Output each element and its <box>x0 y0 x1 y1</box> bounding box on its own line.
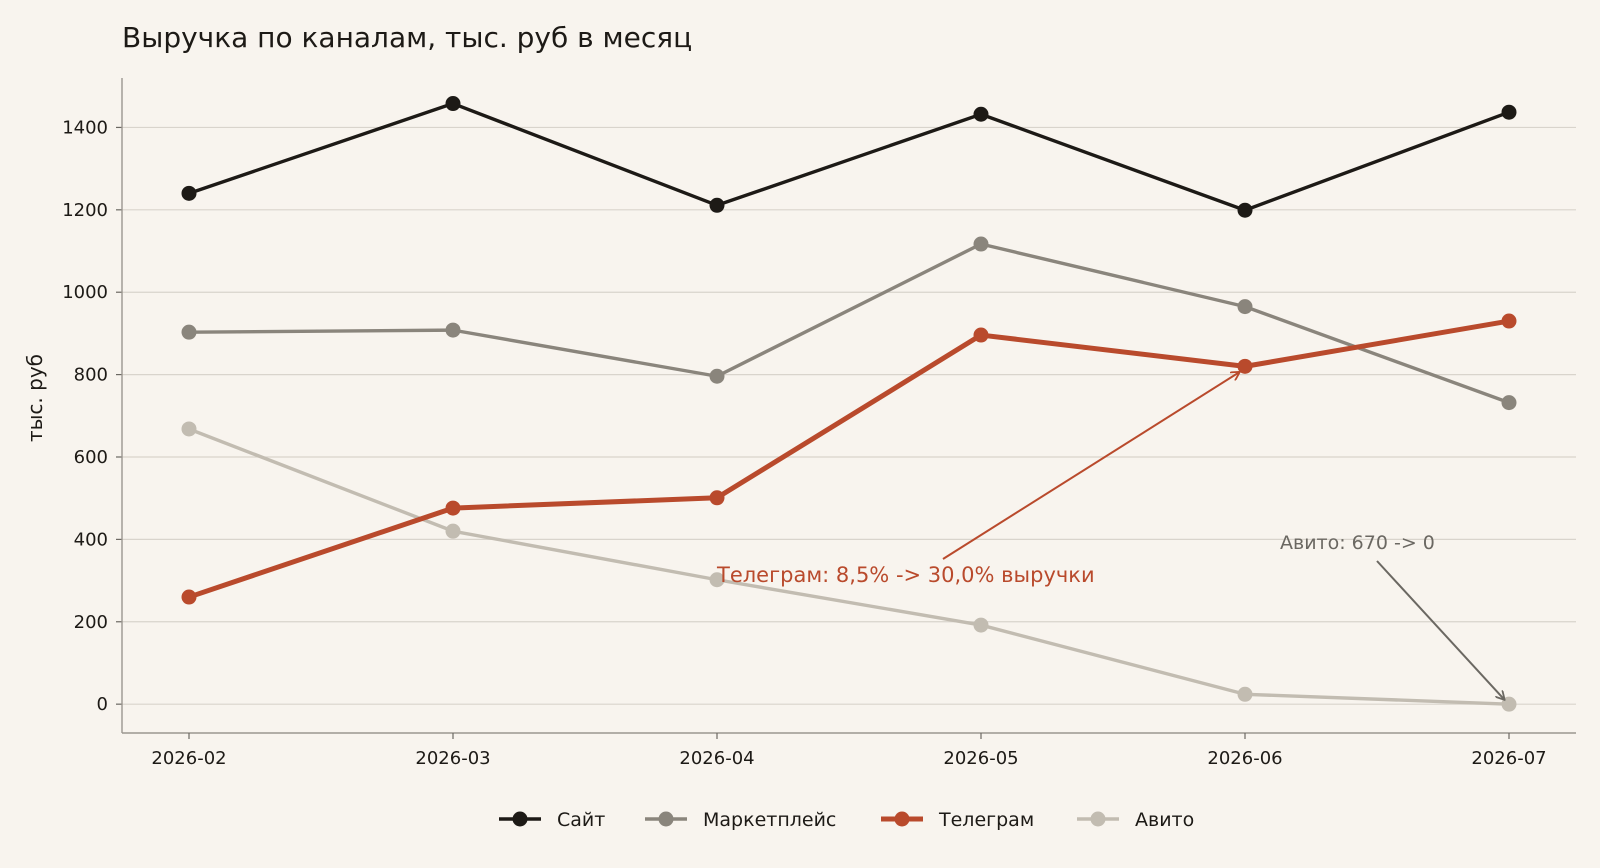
y-tick-label: 1400 <box>62 117 108 138</box>
legend-item: Маркетплейс <box>645 809 836 831</box>
data-point <box>445 523 461 539</box>
data-point <box>973 106 989 122</box>
annotation-arrow <box>942 372 1239 560</box>
legend-swatch-marker <box>1090 811 1106 827</box>
annotation-label: Авито: 670 -> 0 <box>1280 532 1435 554</box>
data-point <box>973 236 989 252</box>
data-point <box>709 572 725 588</box>
legend-label: Маркетплейс <box>703 809 836 831</box>
series-3 <box>181 313 1517 605</box>
legend-swatch-marker <box>658 811 674 827</box>
x-tick-label: 2026-03 <box>415 748 490 769</box>
legend-item: Сайт <box>499 809 605 831</box>
data-point <box>1501 313 1517 329</box>
series-2 <box>181 236 1517 411</box>
data-point <box>1501 395 1517 411</box>
x-tick-label: 2026-04 <box>679 748 754 769</box>
data-point <box>1237 202 1253 218</box>
legend-item: Телеграм <box>881 809 1034 831</box>
data-point <box>973 617 989 633</box>
y-tick-label: 1200 <box>62 200 108 221</box>
annotation-label: Телеграм: 8,5% -> 30,0% выручки <box>716 563 1095 587</box>
data-point <box>1237 299 1253 315</box>
series-line <box>187 427 1511 706</box>
y-tick-label: 0 <box>97 694 108 715</box>
data-point <box>181 589 197 605</box>
legend-label: Авито <box>1135 809 1194 831</box>
data-point <box>1237 358 1253 374</box>
data-point <box>445 322 461 338</box>
data-point <box>181 421 197 437</box>
data-point <box>709 197 725 213</box>
x-tick-label: 2026-07 <box>1471 748 1546 769</box>
data-point <box>1501 104 1517 120</box>
series-line <box>187 242 1511 405</box>
y-axis-label: тыс. руб <box>23 354 47 442</box>
axis-layer: 0 200 400 600 800 1000 1200 1400 2026-02 2026-03 2… <box>62 78 1576 769</box>
legend-item: Авито <box>1077 809 1194 831</box>
y-tick-label: 1000 <box>62 282 108 303</box>
x-tick-label: 2026-05 <box>943 748 1018 769</box>
y-tick-label: 200 <box>74 612 108 633</box>
data-point <box>445 500 461 516</box>
y-tick-label: 400 <box>74 529 108 550</box>
data-point <box>1237 686 1253 702</box>
legend: Сайт Маркетплейс Телеграм Авито <box>499 809 1194 831</box>
data-point <box>445 96 461 112</box>
series-line <box>186 318 1512 600</box>
y-tick-label: 800 <box>74 365 108 386</box>
annotation-layer: Телеграм: 8,5% -> 30,0% выручки Авито: 67… <box>716 372 1504 699</box>
series-4 <box>181 421 1517 712</box>
legend-swatch-marker <box>894 811 910 827</box>
y-tick-label: 600 <box>74 447 108 468</box>
legend-swatch-marker <box>512 811 528 827</box>
data-point <box>709 490 725 506</box>
series-1 <box>181 96 1517 218</box>
x-tick-label: 2026-06 <box>1207 748 1282 769</box>
legend-label: Телеграм <box>938 809 1034 831</box>
legend-label: Сайт <box>557 809 605 831</box>
series-layer <box>181 96 1517 712</box>
data-point <box>973 327 989 343</box>
series-line <box>187 101 1511 212</box>
chart-title: Выручка по каналам, тыс. руб в месяц <box>122 21 692 54</box>
data-point <box>181 185 197 201</box>
x-tick-label: 2026-02 <box>151 748 226 769</box>
data-point <box>181 324 197 340</box>
data-point <box>709 368 725 384</box>
annotation-arrow <box>1376 560 1504 699</box>
